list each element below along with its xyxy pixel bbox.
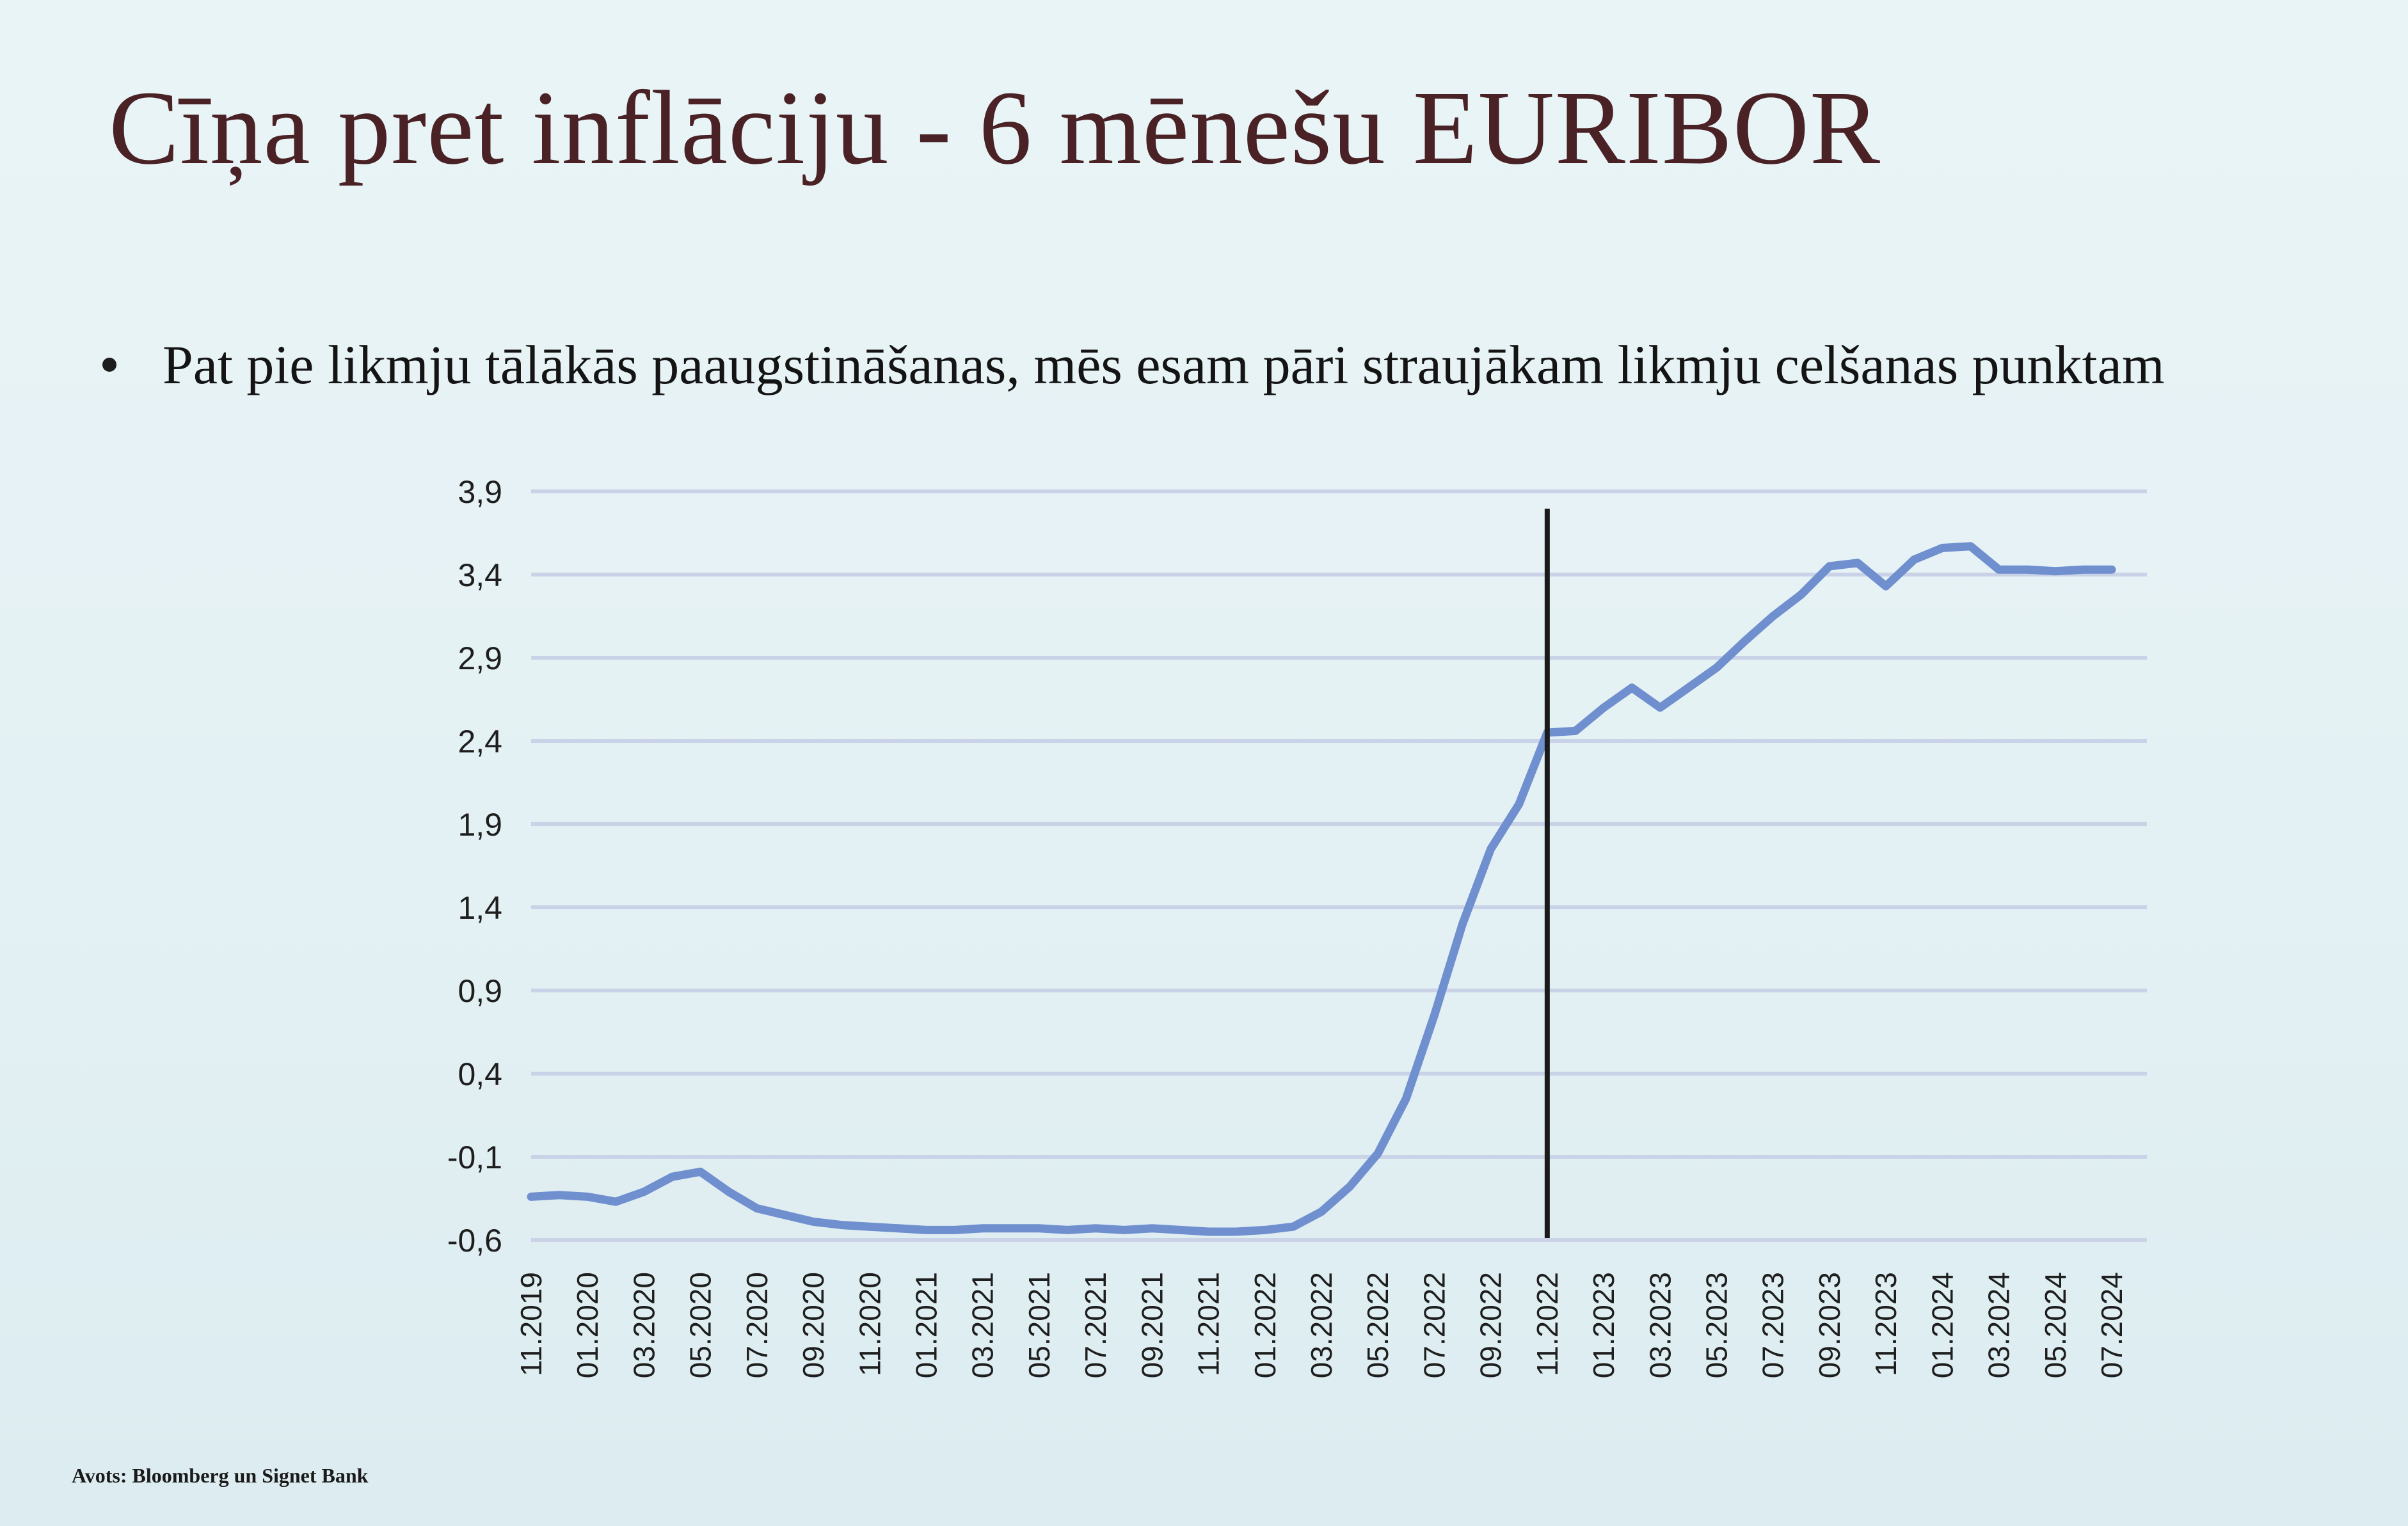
x-tick-label: 07.2024: [2095, 1272, 2128, 1378]
y-tick-label: 0,9: [458, 973, 502, 1009]
x-tick-label: 03.2021: [966, 1272, 1000, 1378]
y-tick-label: 1,9: [458, 807, 502, 843]
slide-title: Cīņa pret inflāciju - 6 mēnešu EURIBOR: [109, 69, 1881, 186]
y-tick-label: 1,4: [458, 890, 502, 926]
x-tick-label: 01.2023: [1587, 1272, 1620, 1378]
x-tick-label: 05.2020: [684, 1272, 717, 1378]
x-tick-label: 09.2022: [1474, 1272, 1508, 1378]
x-tick-label: 11.2019: [514, 1272, 548, 1376]
euribor-6m-series-line: [527, 542, 2116, 1236]
source-note: Avots: Bloomberg un Signet Bank: [72, 1464, 369, 1487]
x-tick-label: 05.2022: [1361, 1272, 1394, 1378]
x-tick-label: 11.2022: [1531, 1272, 1564, 1376]
x-tick-label: 05.2021: [1023, 1272, 1056, 1378]
x-tick-label: 07.2020: [740, 1272, 774, 1378]
y-tick-label: 3,4: [458, 557, 502, 593]
y-tick-label: 3,9: [458, 474, 502, 510]
x-tick-label: 07.2022: [1417, 1272, 1451, 1378]
x-tick-label: 07.2023: [1757, 1272, 1790, 1378]
x-tick-label: 03.2023: [1643, 1272, 1677, 1378]
y-tick-label: 0,4: [458, 1056, 502, 1092]
y-tick-label: 2,9: [458, 640, 502, 676]
x-tick-label: 11.2020: [853, 1272, 886, 1376]
x-tick-label: 03.2024: [1982, 1272, 2016, 1378]
y-tick-label: -0,6: [447, 1223, 502, 1259]
x-tick-label: 01.2024: [1926, 1272, 1959, 1378]
bullet-point: Pat pie likmju tālākās paaugstināšanas, …: [102, 333, 2165, 397]
x-tick-label: 11.2021: [1192, 1272, 1225, 1376]
x-tick-label: 09.2020: [797, 1272, 830, 1378]
x-tick-label: 05.2024: [2039, 1272, 2072, 1378]
x-tick-label: 07.2021: [1079, 1272, 1112, 1378]
x-tick-label: 01.2020: [571, 1272, 604, 1378]
x-tick-label: 11.2023: [1869, 1272, 1902, 1376]
y-tick-label: 2,4: [458, 724, 502, 759]
x-tick-label: 09.2021: [1135, 1272, 1168, 1378]
bullet-text: Pat pie likmju tālākās paaugstināšanas, …: [163, 334, 2165, 395]
x-tick-label: 03.2022: [1305, 1272, 1338, 1378]
x-tick-label: 03.2020: [627, 1272, 660, 1378]
x-tick-label: 05.2023: [1700, 1272, 1734, 1378]
bullet-dot-icon: [102, 358, 116, 372]
x-tick-label: 09.2023: [1813, 1272, 1846, 1378]
x-tick-label: 01.2021: [910, 1272, 943, 1378]
x-tick-label: 01.2022: [1248, 1272, 1282, 1378]
y-tick-label: -0,1: [447, 1140, 502, 1175]
